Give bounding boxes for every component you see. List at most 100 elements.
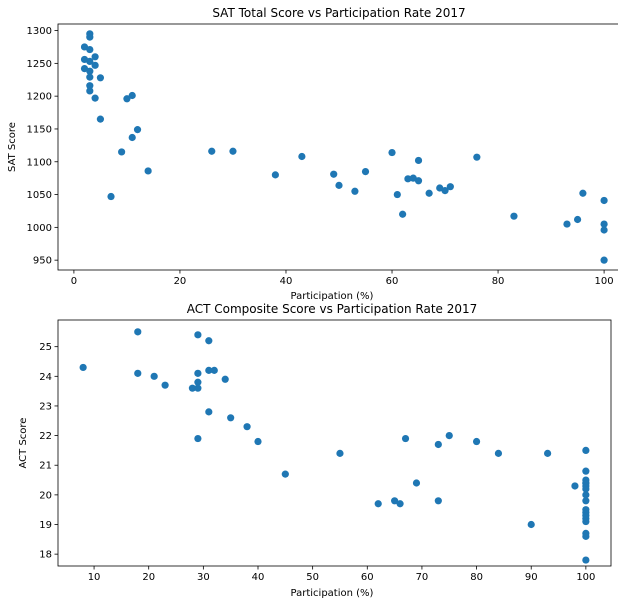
act-data-point bbox=[582, 532, 590, 540]
act-y-tick-label: 19 bbox=[39, 520, 52, 531]
act-y-ticks: 18 19 20 21 22 23 24 25 bbox=[39, 342, 58, 561]
act-data-point bbox=[582, 446, 590, 455]
sat-y-tick-label: 1200 bbox=[27, 92, 52, 103]
sat-points bbox=[80, 30, 608, 264]
act-data-point bbox=[582, 467, 590, 475]
act-data-point bbox=[527, 520, 535, 529]
act-x-tick-label: 20 bbox=[142, 572, 155, 583]
sat-data-point bbox=[86, 33, 94, 41]
act-data-point bbox=[445, 431, 453, 440]
sat-data-point bbox=[128, 133, 136, 142]
sat-data-point bbox=[404, 175, 412, 183]
act-data-point bbox=[391, 497, 399, 505]
act-data-point bbox=[194, 384, 202, 392]
sat-data-point bbox=[96, 115, 105, 123]
sat-x-tick-label: 60 bbox=[386, 276, 399, 287]
act-y-tick-label: 18 bbox=[39, 550, 52, 561]
act-data-point bbox=[134, 369, 142, 377]
sat-data-point bbox=[91, 53, 99, 61]
act-data-point bbox=[434, 497, 442, 505]
act-x-ticks: 10 20 30 40 50 60 70 80 90 100 bbox=[88, 566, 595, 583]
sat-data-point bbox=[351, 187, 359, 195]
sat-x-tick-label: 80 bbox=[492, 276, 505, 287]
act-data-point bbox=[79, 363, 87, 372]
act-data-point bbox=[194, 369, 202, 377]
act-data-point bbox=[243, 423, 251, 431]
sat-y-tick-label: 1050 bbox=[27, 190, 52, 201]
act-y-tick-label: 23 bbox=[39, 401, 52, 412]
act-data-point bbox=[205, 337, 213, 345]
act-y-tick-label: 25 bbox=[39, 342, 52, 353]
act-y-tick-label: 20 bbox=[39, 490, 52, 501]
sat-data-point bbox=[361, 168, 370, 176]
sat-data-point bbox=[473, 153, 481, 161]
sat-y-tick-label: 1250 bbox=[27, 59, 52, 70]
sat-data-point bbox=[91, 61, 99, 69]
sat-data-point bbox=[579, 189, 587, 197]
sat-data-point bbox=[600, 196, 608, 205]
sat-data-point bbox=[107, 192, 115, 201]
act-x-tick-label: 50 bbox=[306, 572, 319, 583]
act-y-tick-label: 21 bbox=[39, 461, 52, 472]
sat-y-tick-label: 1150 bbox=[27, 124, 52, 135]
act-data-point bbox=[472, 437, 481, 446]
act-data-point bbox=[544, 449, 552, 457]
sat-data-point bbox=[425, 189, 433, 197]
act-x-tick-label: 40 bbox=[252, 572, 265, 583]
sat-data-point bbox=[86, 67, 94, 75]
sat-data-point bbox=[510, 212, 518, 220]
act-data-point bbox=[412, 479, 421, 487]
sat-data-point bbox=[144, 167, 152, 175]
sat-data-point bbox=[80, 55, 89, 64]
sat-x-axis-label: Participation (%) bbox=[291, 291, 374, 302]
sat-data-point bbox=[600, 220, 608, 228]
act-x-axis-label: Participation (%) bbox=[291, 588, 374, 599]
sat-x-tick-label: 100 bbox=[595, 276, 614, 287]
act-data-point bbox=[205, 366, 213, 374]
sat-data-point bbox=[600, 226, 608, 234]
act-data-point bbox=[336, 449, 344, 457]
sat-data-point bbox=[133, 126, 142, 134]
sat-data-point bbox=[86, 82, 94, 90]
act-data-point bbox=[150, 372, 158, 380]
sat-data-point bbox=[414, 156, 423, 165]
sat-data-point bbox=[271, 171, 279, 179]
act-data-point bbox=[194, 378, 202, 386]
act-points bbox=[79, 328, 590, 564]
act-data-point bbox=[401, 434, 410, 443]
sat-data-point bbox=[208, 147, 216, 155]
act-x-tick-label: 70 bbox=[416, 572, 429, 583]
sat-data-point bbox=[128, 91, 136, 100]
sat-data-point bbox=[393, 190, 401, 199]
act-data-point bbox=[205, 408, 213, 416]
sat-data-point bbox=[409, 174, 417, 182]
act-data-point bbox=[281, 470, 289, 478]
act-y-axis-label: ACT Score bbox=[18, 418, 29, 469]
act-data-point bbox=[582, 517, 590, 526]
act-data-point bbox=[582, 491, 590, 499]
sat-data-point bbox=[123, 95, 131, 103]
sat-subplot: SAT Total Score vs Participation Rate 20… bbox=[7, 6, 618, 302]
act-data-point bbox=[582, 497, 590, 505]
sat-chart-title: SAT Total Score vs Participation Rate 20… bbox=[212, 6, 465, 20]
act-data-point bbox=[582, 485, 590, 493]
sat-x-tick-label: 40 bbox=[280, 276, 293, 287]
sat-data-point bbox=[399, 210, 407, 218]
sat-data-point bbox=[388, 148, 396, 157]
sat-y-ticks: 950 1000 1050 1100 1150 1200 1250 1300 bbox=[27, 26, 58, 267]
act-data-point bbox=[494, 449, 503, 457]
act-x-tick-label: 60 bbox=[361, 572, 374, 583]
act-data-point bbox=[571, 482, 579, 490]
sat-data-point bbox=[96, 74, 105, 82]
act-data-point bbox=[582, 556, 590, 564]
act-data-point bbox=[221, 375, 229, 383]
act-data-point bbox=[194, 331, 202, 339]
sat-data-point bbox=[330, 170, 338, 178]
act-data-point bbox=[210, 366, 218, 374]
sat-data-point bbox=[86, 87, 94, 95]
act-x-tick-label: 100 bbox=[576, 572, 595, 583]
sat-data-point bbox=[229, 147, 237, 155]
sat-data-point bbox=[298, 152, 306, 161]
